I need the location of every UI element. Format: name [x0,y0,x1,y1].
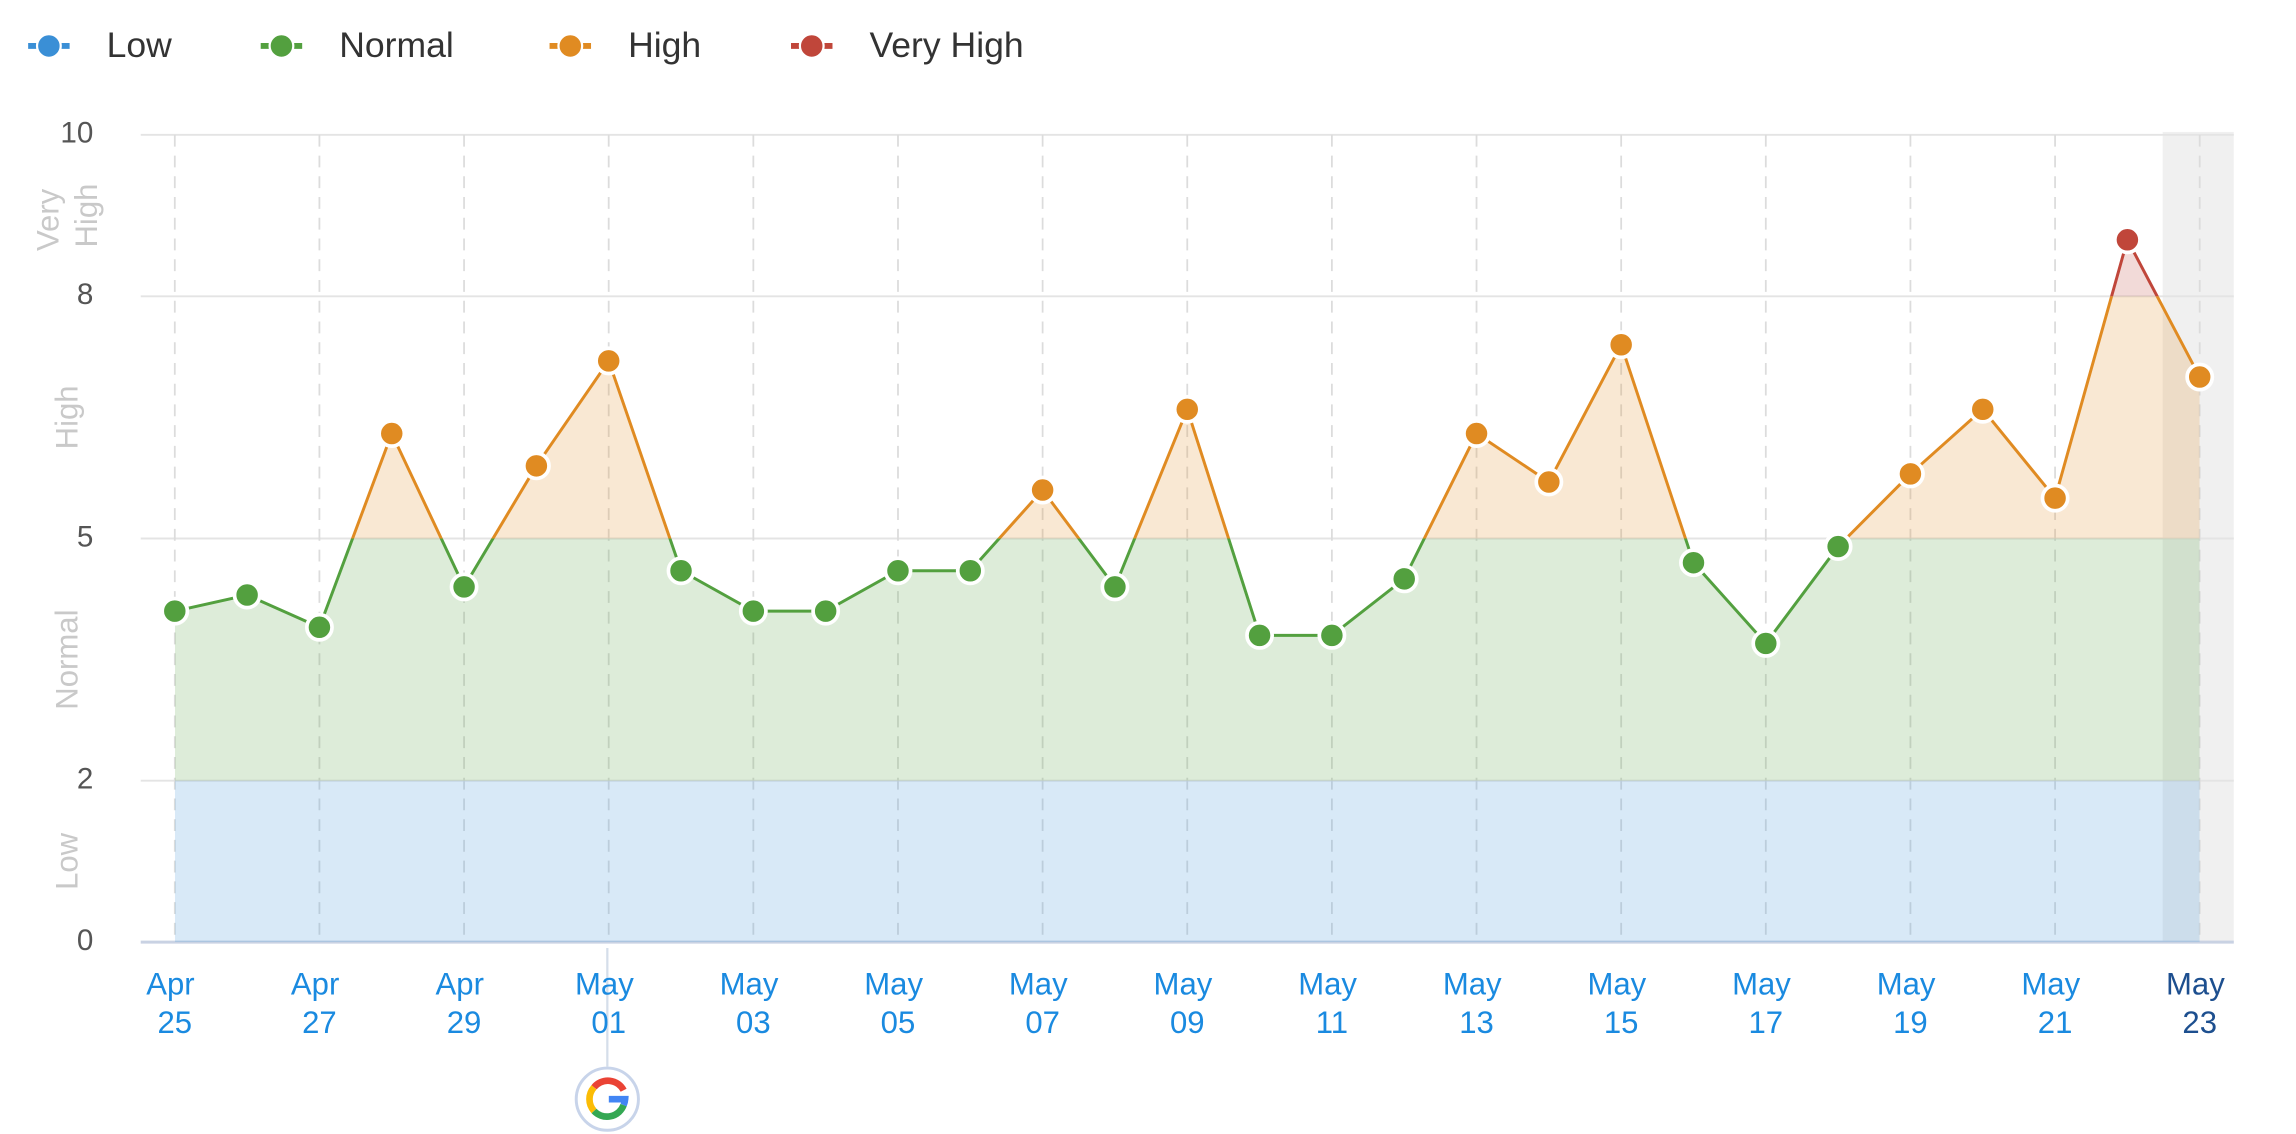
g-red [591,1077,627,1093]
point [1679,548,1708,578]
point [594,346,624,376]
y-tick-label: 8 [77,278,93,311]
point [1968,394,1998,424]
point [883,556,913,586]
y-tick-label: 0 [77,924,93,957]
x-tick-label: Apr 25 [146,967,203,1041]
point [1100,572,1130,602]
x-tick-label: May 09 [1154,967,1221,1041]
g-blue [608,1095,629,1107]
point [1823,532,1853,562]
x-tick-label: May 19 [1877,967,1944,1041]
point [1462,419,1491,448]
g-green [591,1103,627,1120]
level-label: Normal [50,609,85,709]
y-tick-label: 5 [77,520,93,553]
point [666,556,696,586]
x-tick-label: May 17 [1732,967,1799,1041]
point [304,612,334,642]
point [377,419,407,448]
legend-swatch [557,32,584,59]
level-label: Very High [31,180,105,251]
legend-label: High [628,25,701,65]
x-tick-label: Apr 29 [436,967,493,1041]
x-tick-label: Apr 27 [291,967,348,1041]
level-label: Low [50,832,85,890]
point [521,451,551,481]
legend-label: Very High [870,25,1024,65]
point [1317,620,1347,650]
point [1389,564,1419,594]
point [2112,225,2142,255]
hover-column [2162,131,2234,943]
point [811,596,841,626]
x-tick-label: May 07 [1009,967,1076,1041]
point [1028,475,1058,505]
level-label: High [50,385,85,449]
point [160,596,190,626]
legend-label: Low [107,25,173,65]
legend-label: Normal [339,25,454,65]
g-yellow [586,1085,597,1114]
point [1172,394,1202,424]
google-update-marker[interactable] [574,948,640,1132]
point [232,580,262,610]
x-tick-label: May 23 [2166,967,2233,1041]
x-tick-label: May 05 [864,967,931,1041]
y-tick-label: 2 [77,763,93,796]
x-tick-label: May 21 [2021,967,2088,1041]
point [1606,330,1636,360]
x-tick-label: May 01 [575,967,642,1041]
point [2040,483,2070,513]
legend-swatch [798,32,825,59]
legend-swatch [35,32,62,59]
point [738,596,768,626]
x-tick-label: May 13 [1443,967,1510,1041]
point [1245,620,1275,650]
level-area [174,538,2200,781]
x-tick-label: May 11 [1298,967,1365,1041]
legend-swatch [268,32,295,59]
point [1751,628,1781,658]
x-tick-label: May 15 [1587,967,1654,1041]
point [1895,459,1925,489]
point [2185,362,2215,392]
point [1534,467,1564,497]
y-tick-label: 10 [60,117,93,150]
x-tick-label: May 03 [720,967,787,1041]
point [449,572,479,602]
point [955,556,985,586]
level-area [174,780,2200,943]
